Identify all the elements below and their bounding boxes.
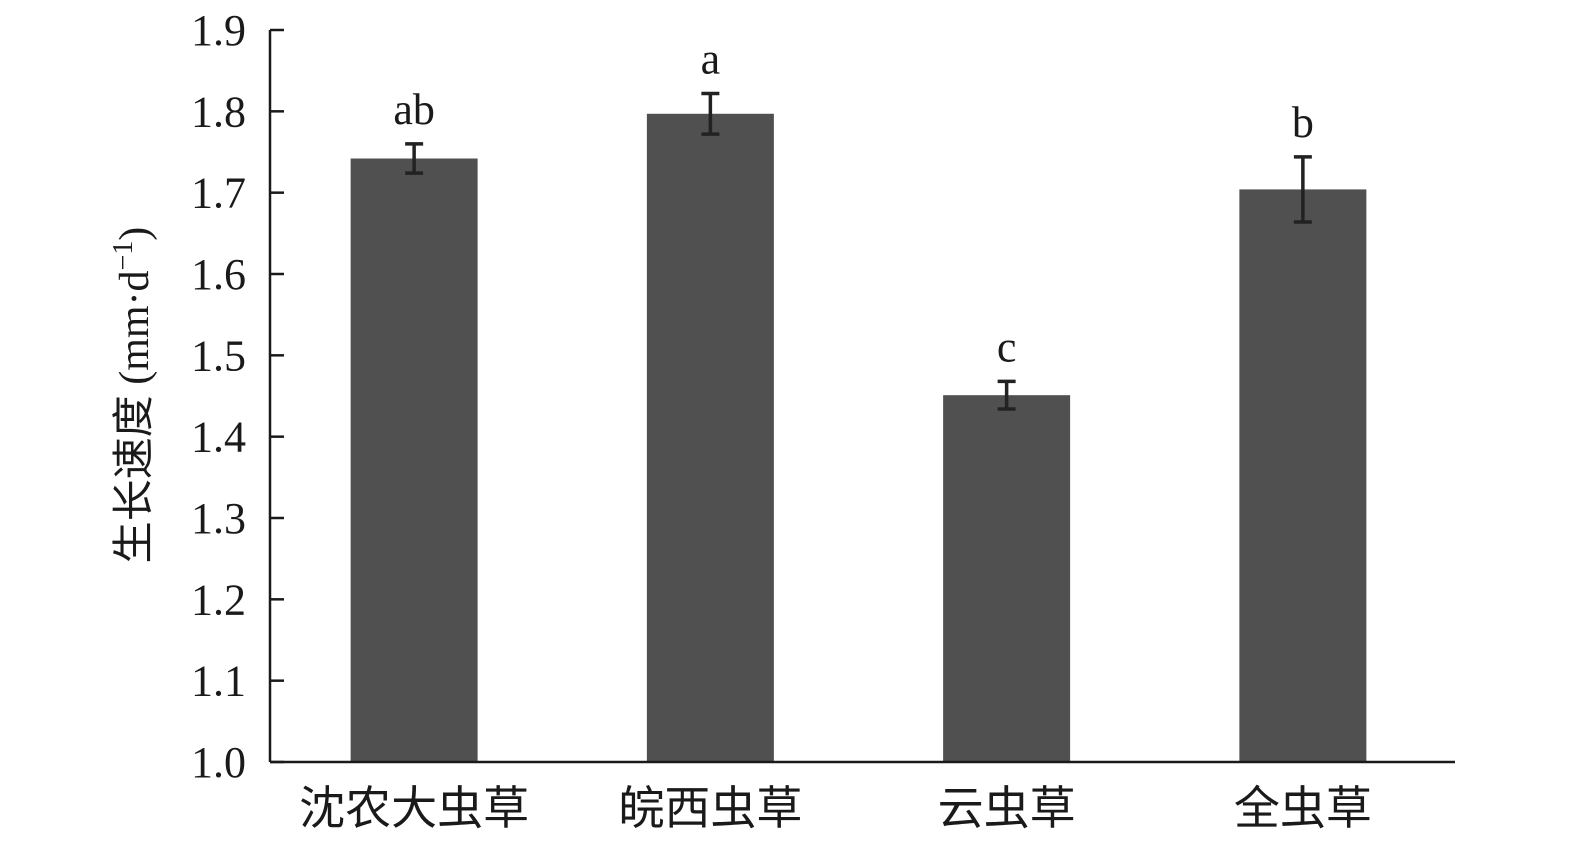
- significance-labels-layer: ab a c b: [393, 34, 1314, 371]
- significance-label: ab: [393, 85, 435, 134]
- y-tick-label: 1.7: [191, 169, 246, 218]
- x-category-label: 云虫草: [938, 781, 1076, 835]
- y-tick-label: 1.8: [191, 87, 246, 136]
- y-tick-label: 1.5: [191, 331, 246, 380]
- x-category-labels-layer: 沈农大虫草 皖西虫草 云虫草 全虫草: [299, 781, 1372, 835]
- bar: [943, 395, 1070, 762]
- y-tick-label: 1.0: [191, 738, 246, 787]
- y-axis-title-unit-superscript: −1: [108, 241, 139, 271]
- error-bars-layer: [405, 93, 1312, 409]
- y-axis-title: 生长速度 (mm·d−1): [108, 227, 158, 564]
- bar: [647, 114, 774, 762]
- significance-label: c: [997, 322, 1017, 371]
- y-tick-label: 1.4: [191, 413, 246, 462]
- x-category-label: 全虫草: [1234, 781, 1372, 835]
- y-tick-label: 1.2: [191, 575, 246, 624]
- y-tick-label: 1.6: [191, 250, 246, 299]
- y-tick-label: 1.1: [191, 657, 246, 706]
- y-axis-title-unit-close: ): [112, 227, 158, 241]
- significance-label: a: [701, 34, 721, 83]
- y-axis-title-main: 生长速度: [109, 395, 158, 563]
- x-category-label: 沈农大虫草: [299, 781, 529, 835]
- x-category-label: 皖西虫草: [618, 781, 802, 835]
- y-tick-label: 1.9: [191, 6, 246, 55]
- bars-layer: [351, 114, 1367, 762]
- bar: [351, 159, 478, 762]
- y-axis-title-unit: (mm·d: [112, 270, 158, 395]
- bar: [1239, 189, 1366, 762]
- significance-label: b: [1292, 98, 1314, 147]
- y-tick-label: 1.3: [191, 494, 246, 543]
